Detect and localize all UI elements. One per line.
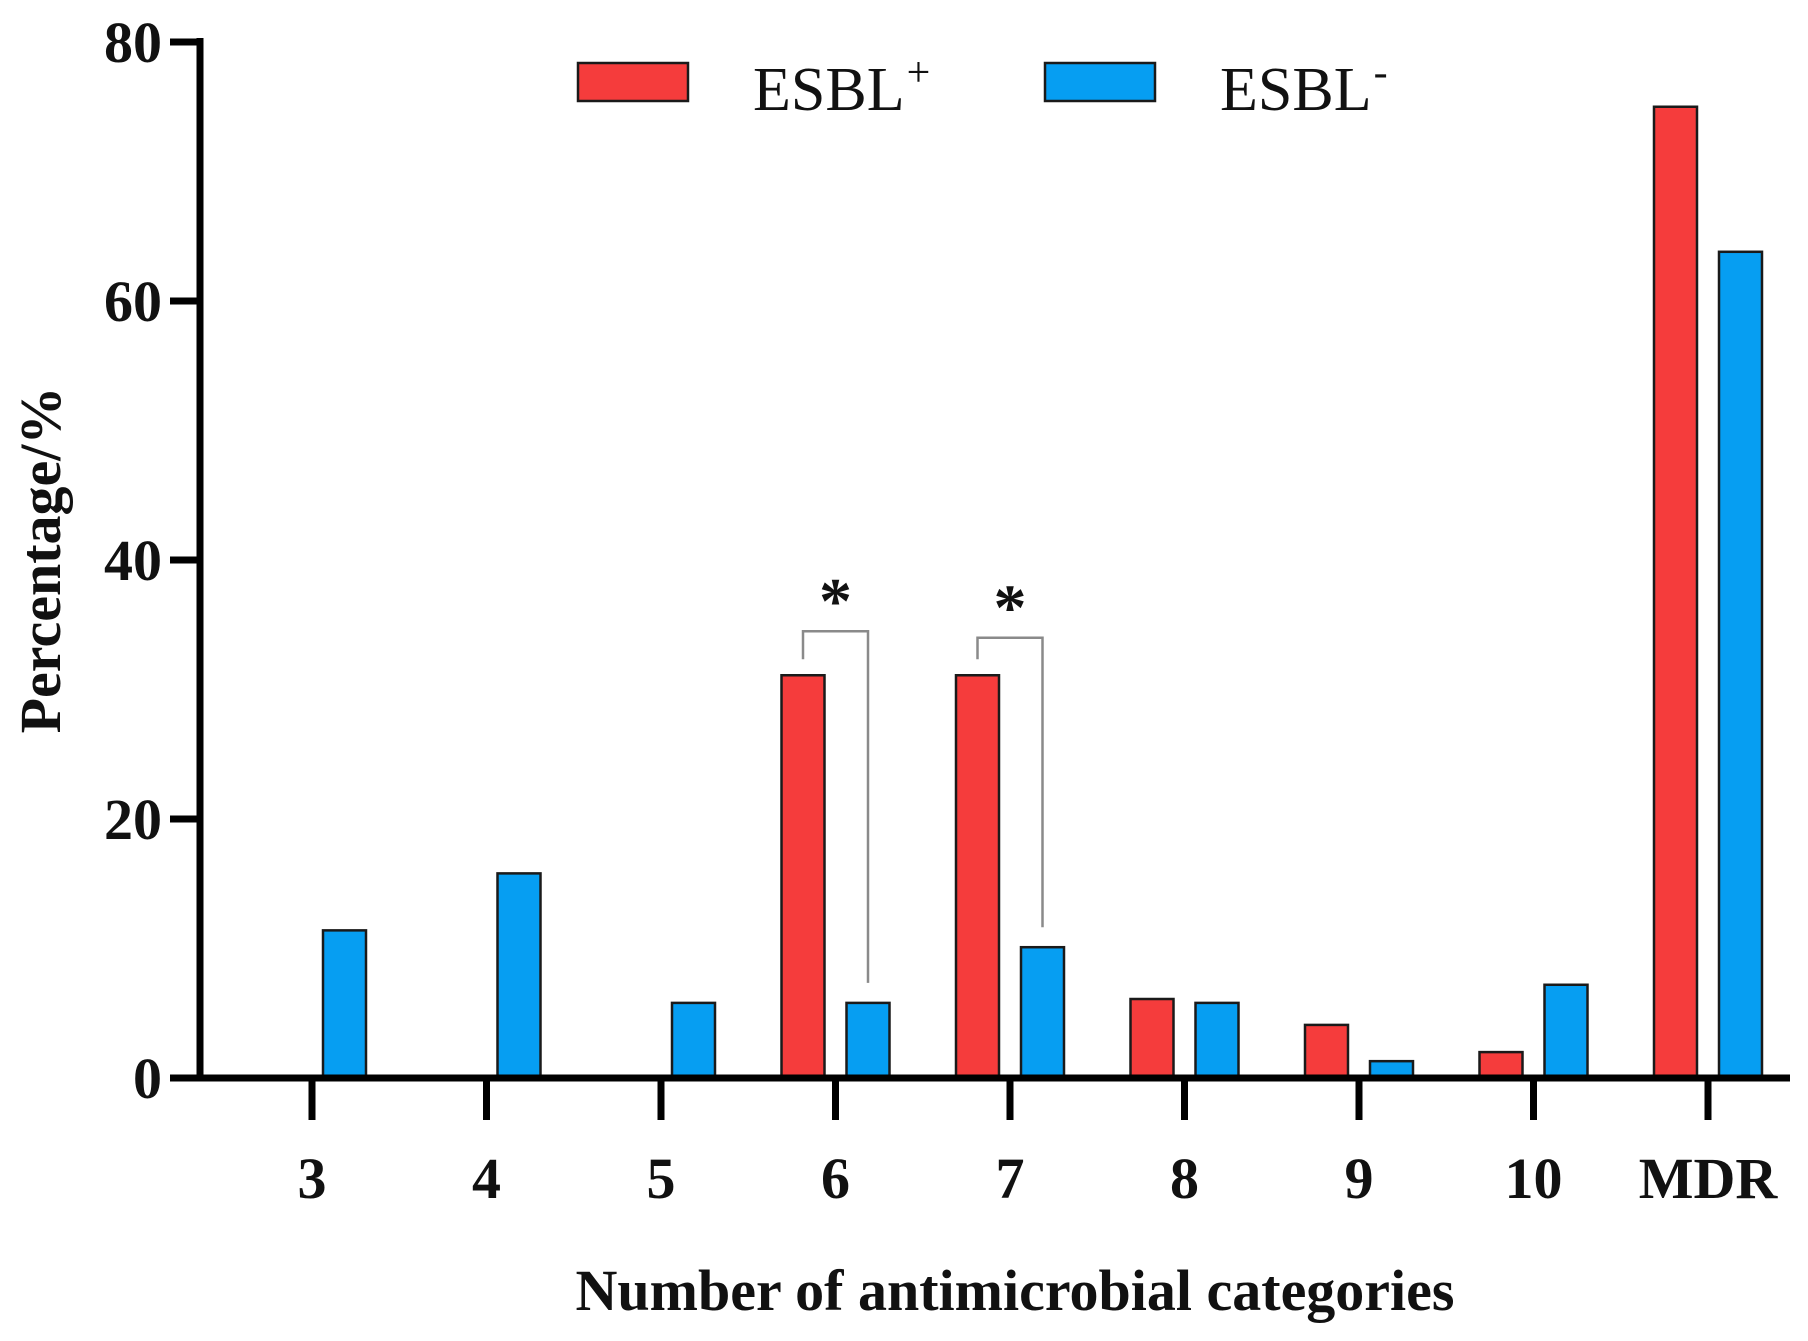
bar-esbl-pos-9 [1303, 1023, 1350, 1080]
legend: ESBL + ESBL - [576, 50, 1388, 124]
x-axis-title: Number of antimicrobial categories [576, 1258, 1455, 1323]
legend-sup-esbl-pos: + [907, 50, 931, 96]
legend-swatch-esbl-pos [576, 61, 690, 103]
y-tick-label: 40 [104, 528, 162, 593]
significance-bracket [976, 636, 1044, 928]
bar-esbl-neg-3 [321, 929, 368, 1080]
x-tick-label: 10 [1505, 1146, 1563, 1211]
bar-esbl-neg-MDR [1717, 250, 1764, 1080]
y-ticks: 0 20 40 60 80 [104, 10, 200, 1111]
bar-esbl-neg-8 [1194, 1001, 1240, 1080]
bar-esbl-neg-10 [1543, 983, 1589, 1080]
bar-esbl-neg-5 [670, 1001, 717, 1080]
x-tick-label: 8 [1170, 1146, 1199, 1211]
bars-layer [321, 105, 1764, 1080]
legend-sup-esbl-neg: - [1374, 50, 1388, 96]
x-ticks: 3 4 5 6 7 8 9 10 MDR [298, 1078, 1779, 1211]
bar-esbl-pos-7 [954, 674, 1001, 1080]
bar-esbl-neg-4 [496, 872, 542, 1080]
y-tick-label: 20 [104, 787, 162, 852]
legend-label-esbl-neg: ESBL [1220, 56, 1372, 124]
legend-label-esbl-pos: ESBL [753, 56, 905, 124]
x-tick-label: 4 [472, 1146, 501, 1211]
y-axis-title: Percentage/% [8, 387, 73, 734]
significance-layer: * * [801, 565, 1044, 983]
bar-esbl-pos-6 [780, 674, 826, 1080]
y-tick-label: 80 [104, 10, 162, 75]
x-tick-label: 9 [1345, 1146, 1374, 1211]
bar-esbl-neg-6 [845, 1001, 891, 1080]
y-tick-label: 0 [133, 1046, 162, 1111]
legend-swatch-esbl-neg [1043, 61, 1157, 103]
x-tick-label: 6 [821, 1146, 850, 1211]
x-tick-label: 3 [298, 1146, 327, 1211]
x-tick-label: MDR [1639, 1146, 1779, 1211]
x-tick-label: 7 [996, 1146, 1025, 1211]
y-tick-label: 60 [104, 269, 162, 334]
significance-star: * [994, 572, 1027, 645]
bar-esbl-pos-10 [1478, 1050, 1524, 1080]
x-tick-label: 5 [647, 1146, 676, 1211]
bar-esbl-neg-7 [1019, 945, 1066, 1080]
significance-bracket [801, 629, 870, 983]
bar-esbl-pos-MDR [1652, 105, 1699, 1080]
bar-esbl-pos-8 [1129, 997, 1175, 1080]
significance-star: * [819, 565, 852, 638]
